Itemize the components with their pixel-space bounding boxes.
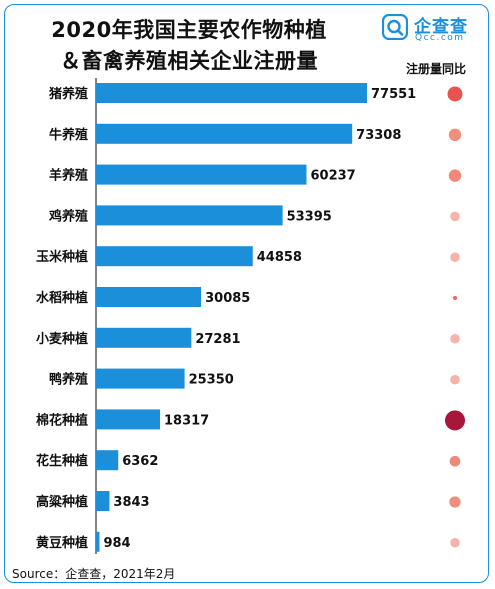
source-note: Source：企查查，2021年2月: [12, 567, 176, 581]
category-label: 猪养殖: [48, 86, 88, 102]
category-label: 牛养殖: [49, 127, 88, 143]
yoy-bubble: [447, 86, 463, 102]
category-label: 玉米种植: [36, 249, 88, 265]
bar: [96, 409, 161, 430]
category-label: 花生种植: [36, 453, 88, 469]
category-label: 棉花种植: [36, 412, 88, 428]
yoy-column-header: 注册量同比: [406, 62, 467, 76]
bar: [96, 287, 202, 307]
logo-name: 企查查: [414, 17, 468, 37]
value-label: 73308: [356, 128, 401, 143]
bar: [96, 83, 367, 103]
chart-frame: [4, 4, 489, 583]
bar: [96, 164, 307, 185]
category-label: 高粱种植: [36, 494, 88, 510]
category-label: 鸡养殖: [48, 208, 88, 224]
value-label: 6362: [122, 454, 158, 469]
category-label: 鸭养殖: [49, 372, 88, 388]
yoy-bubble: [450, 252, 460, 262]
category-label: 黄豆种植: [36, 535, 88, 551]
bar: [96, 246, 253, 267]
chart-title-line-1: 2020年我国主要农作物种植: [51, 18, 327, 42]
yoy-bubble: [448, 169, 462, 182]
yoy-bubble: [445, 410, 465, 431]
chart-title-line-2: ＆畜禽养殖相关企业注册量: [60, 49, 318, 73]
yoy-bubble: [450, 334, 460, 344]
bar: [96, 327, 192, 348]
bar: [96, 450, 119, 471]
yoy-bubble: [448, 128, 462, 142]
qcc-logo: 企查查 Qcc.com: [382, 12, 487, 48]
value-label: 984: [103, 536, 130, 551]
value-label: 53395: [287, 209, 332, 224]
logo-domain: Qcc.com: [415, 33, 465, 43]
category-label: 羊养殖: [49, 168, 88, 184]
value-label: 25350: [189, 373, 234, 388]
value-label: 3843: [113, 495, 149, 510]
yoy-bubble: [452, 295, 458, 301]
yoy-bubble: [450, 538, 460, 548]
yoy-bubble: [449, 496, 461, 508]
category-label: 小麦种植: [36, 331, 88, 347]
value-label: 27281: [195, 332, 240, 347]
yoy-bubble: [450, 211, 460, 222]
bar: [96, 368, 185, 389]
value-label: 30085: [205, 291, 250, 306]
value-label: 18317: [164, 413, 209, 428]
bar: [96, 123, 353, 144]
qcc-logo-icon: [382, 14, 408, 40]
category-label: 水稻种植: [36, 290, 88, 306]
bar: [96, 205, 283, 226]
value-label: 77551: [371, 87, 416, 102]
yoy-bubble: [449, 455, 461, 467]
bar: [96, 491, 110, 511]
bar: [96, 531, 100, 552]
value-label: 44858: [257, 250, 302, 265]
value-label: 60237: [310, 169, 355, 184]
yoy-bubble: [450, 374, 460, 385]
